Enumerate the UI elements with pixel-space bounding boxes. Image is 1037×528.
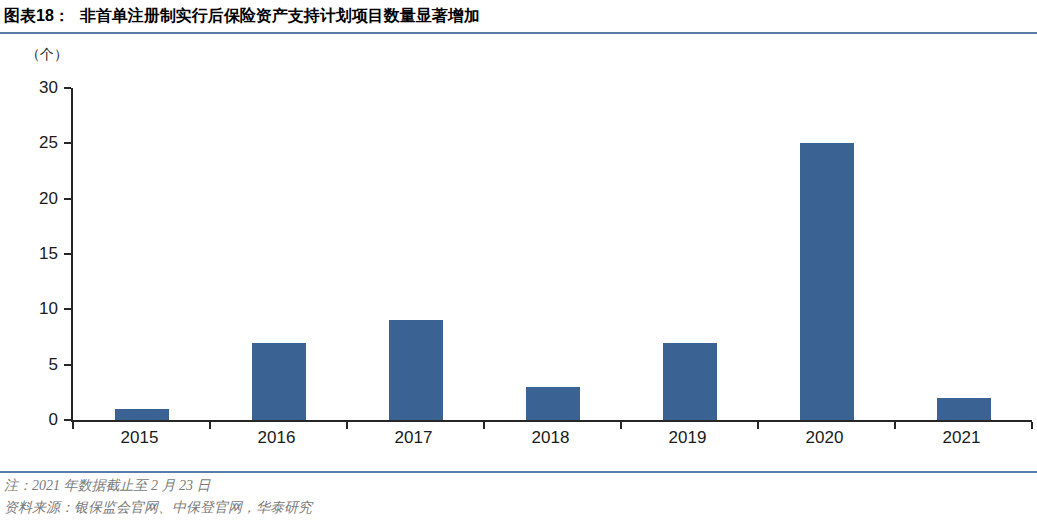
y-axis-tick [64, 364, 71, 366]
y-axis-unit-label: （个） [26, 46, 68, 64]
y-axis-tick-label: 10 [8, 300, 58, 318]
bar-slot [758, 88, 895, 420]
bar-2016 [252, 343, 306, 420]
y-axis-tick [64, 253, 71, 255]
y-axis-tick [64, 198, 71, 200]
bar-slot [347, 88, 484, 420]
bar-chart: （个） 2015201620172018201920202021 0 5 10 15 2… [0, 0, 1037, 470]
bar-2019 [663, 343, 717, 420]
bar-2021 [937, 398, 991, 420]
bar-slot [73, 88, 210, 420]
y-axis-tick-label: 25 [8, 134, 58, 152]
x-axis-label: 2020 [756, 428, 893, 448]
y-axis-tick [64, 419, 71, 421]
x-axis-label: 2016 [208, 428, 345, 448]
bar-2015 [115, 409, 169, 420]
y-axis-tick-label: 5 [8, 356, 58, 374]
x-axis-label: 2015 [71, 428, 208, 448]
x-axis-tick [1031, 422, 1033, 429]
bar-2018 [526, 387, 580, 420]
footer-rule [0, 471, 1037, 473]
bar-slot [895, 88, 1032, 420]
plot-area [71, 88, 1032, 422]
y-axis-tick [64, 308, 71, 310]
chart-source: 资料来源：银保监会官网、中保登官网，华泰研究 [4, 499, 312, 517]
bar-2017 [389, 320, 443, 420]
bar-slot [484, 88, 621, 420]
x-axis-labels: 2015201620172018201920202021 [71, 428, 1030, 448]
chart-note: 注：2021 年数据截止至 2 月 23 日 [4, 477, 211, 495]
y-axis-tick-label: 0 [8, 411, 58, 429]
y-axis-tick-label: 20 [8, 190, 58, 208]
x-axis-label: 2018 [482, 428, 619, 448]
figure-container: 图表18：非首单注册制实行后保险资产支持计划项目数量显著增加 （个） 20152… [0, 0, 1037, 528]
bars-container [73, 88, 1032, 420]
y-axis-tick-label: 15 [8, 245, 58, 263]
y-axis-tick [64, 142, 71, 144]
y-axis-tick [64, 87, 71, 89]
bar-slot [621, 88, 758, 420]
x-axis-label: 2021 [893, 428, 1030, 448]
bar-slot [210, 88, 347, 420]
bar-2020 [800, 143, 854, 420]
x-axis-label: 2017 [345, 428, 482, 448]
x-axis-label: 2019 [619, 428, 756, 448]
y-axis-tick-label: 30 [8, 79, 58, 97]
